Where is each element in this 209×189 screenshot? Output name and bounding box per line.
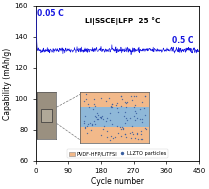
Text: 0.5 C: 0.5 C (172, 36, 193, 45)
Y-axis label: Capability (mAh/g): Capability (mAh/g) (4, 47, 13, 119)
Legend: PVDF-HFP/LiTFSI, LLZTO particles: PVDF-HFP/LiTFSI, LLZTO particles (67, 149, 168, 158)
Bar (80, 107, 149, 127)
Text: 0.05 C: 0.05 C (37, 9, 64, 18)
Bar (41, 109, 52, 122)
Text: Li|SSCE|LFP  25 °C: Li|SSCE|LFP 25 °C (85, 18, 161, 26)
X-axis label: Cycle number: Cycle number (91, 177, 144, 186)
